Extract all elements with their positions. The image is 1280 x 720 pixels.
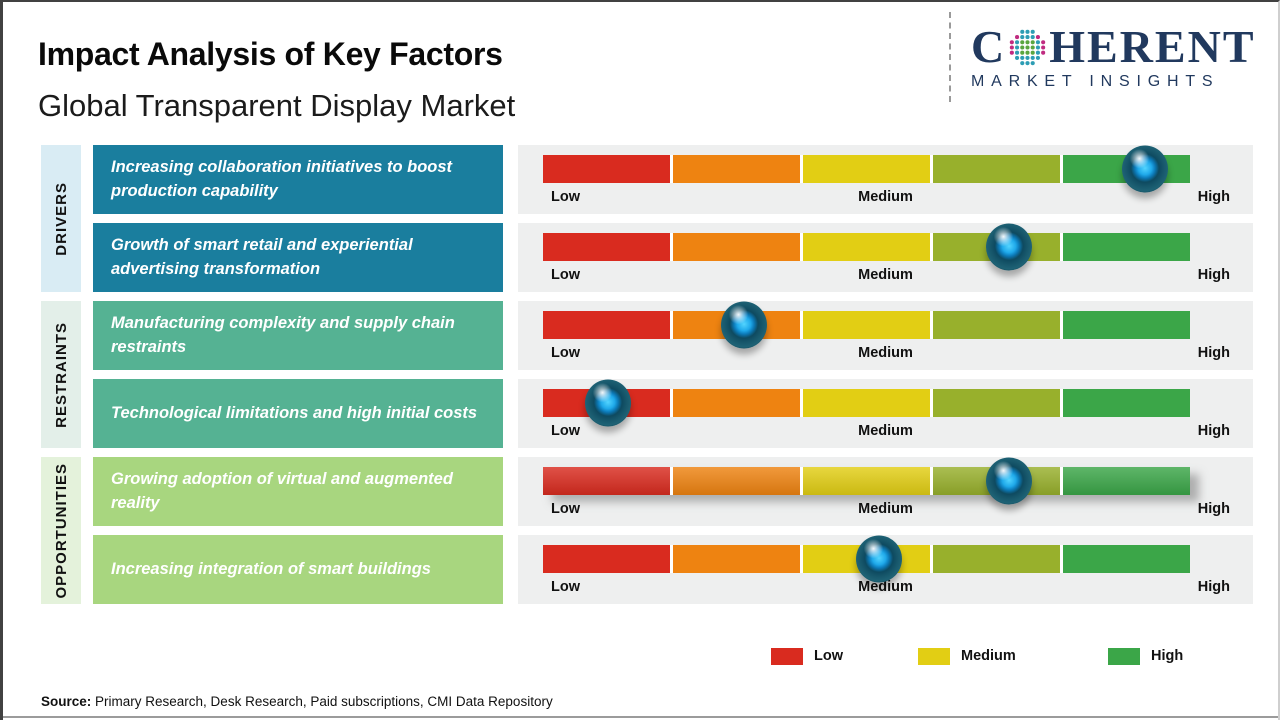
scale-label-low: Low bbox=[551, 345, 580, 361]
bar-segment-olive bbox=[933, 311, 1060, 339]
scale-label-low: Low bbox=[551, 267, 580, 283]
impact-scale-panel: Low Medium High bbox=[518, 457, 1253, 526]
bar-segment-yellow bbox=[803, 389, 930, 417]
page-title: Impact Analysis of Key Factors bbox=[38, 36, 503, 72]
page-subtitle: Global Transparent Display Market bbox=[38, 88, 516, 123]
logo-wordmark: C HERENT bbox=[971, 24, 1263, 70]
impact-bar bbox=[543, 379, 1190, 427]
impact-marker bbox=[720, 301, 767, 349]
scale-label-medium: Medium bbox=[858, 345, 913, 361]
scale-label-high: High bbox=[1197, 345, 1230, 361]
impact-bar bbox=[543, 145, 1190, 193]
scale-label-high: High bbox=[1197, 423, 1230, 439]
bar-segment-orange bbox=[673, 389, 800, 417]
impact-marker bbox=[856, 535, 903, 583]
scale-label-high: High bbox=[1197, 579, 1230, 595]
bar-segment-red bbox=[543, 233, 670, 261]
factor-box-driver-2: Growth of smart retail and experiential … bbox=[93, 223, 503, 292]
factor-box-opportunity-2: Increasing integration of smart building… bbox=[93, 535, 503, 604]
bar-segment-orange bbox=[673, 233, 800, 261]
impact-scale-panel: Low Medium High bbox=[518, 145, 1253, 214]
bar-segment-orange bbox=[673, 467, 800, 495]
group-label-restraints: RESTRAINTS bbox=[41, 301, 81, 448]
scale-label-medium: Medium bbox=[858, 423, 913, 439]
bar-segment-orange bbox=[673, 545, 800, 573]
group-label-drivers: DRIVERS bbox=[41, 145, 81, 292]
scale-label-low: Low bbox=[551, 501, 580, 517]
impact-bar bbox=[543, 457, 1190, 505]
bar-segment-red bbox=[543, 311, 670, 339]
bar-segment-yellow bbox=[803, 233, 930, 261]
logo-letters-herent: HERENT bbox=[1049, 21, 1256, 72]
brand-logo: C HERENT bbox=[971, 24, 1263, 91]
factor-text: Technological limitations and high initi… bbox=[111, 403, 478, 422]
scale-label-medium: Medium bbox=[858, 189, 913, 205]
scale-label-high: High bbox=[1197, 189, 1230, 205]
bar-segment-red bbox=[543, 545, 670, 573]
impact-scale-panel: Low Medium High bbox=[518, 223, 1253, 292]
impact-marker bbox=[985, 223, 1032, 271]
impact-scale-panel: Low Medium High bbox=[518, 535, 1253, 604]
legend-label-medium: Medium bbox=[961, 648, 1016, 664]
bar-segment-yellow bbox=[803, 155, 930, 183]
legend-label-low: Low bbox=[814, 648, 843, 664]
bar-segment-green bbox=[1063, 467, 1190, 495]
impact-marker bbox=[1121, 145, 1168, 193]
bar-segment-yellow bbox=[803, 467, 930, 495]
factor-text: Growing adoption of virtual and augmente… bbox=[111, 469, 453, 512]
legend-swatch-high bbox=[1108, 647, 1140, 665]
globe-icon bbox=[1007, 27, 1048, 68]
impact-bar bbox=[543, 535, 1190, 583]
legend-swatch-medium bbox=[918, 647, 950, 665]
bar-segment-olive bbox=[933, 545, 1060, 573]
logo-separator bbox=[949, 12, 951, 102]
impact-scale-panel: Low Medium High bbox=[518, 301, 1253, 370]
source-label: Source: bbox=[41, 694, 92, 709]
scale-label-medium: Medium bbox=[858, 267, 913, 283]
scale-label-medium: Medium bbox=[858, 579, 913, 595]
factor-text: Increasing collaboration initiatives to … bbox=[111, 157, 453, 200]
bar-segment-green bbox=[1063, 311, 1190, 339]
legend-swatch-low bbox=[771, 647, 803, 665]
logo-tagline: MARKET INSIGHTS bbox=[971, 73, 1220, 90]
scale-label-low: Low bbox=[551, 189, 580, 205]
factor-box-driver-1: Increasing collaboration initiatives to … bbox=[93, 145, 503, 214]
source-note: Source: Primary Research, Desk Research,… bbox=[41, 694, 553, 709]
legend-item-medium: Medium bbox=[918, 646, 1016, 666]
impact-bar bbox=[543, 301, 1190, 349]
factor-text: Manufacturing complexity and supply chai… bbox=[111, 313, 455, 356]
factor-text: Increasing integration of smart building… bbox=[111, 559, 431, 578]
bar-segment-green bbox=[1063, 233, 1190, 261]
scale-label-low: Low bbox=[551, 423, 580, 439]
group-label-opportunities: OPPORTUNITIES bbox=[41, 457, 81, 604]
bar-segment-yellow bbox=[803, 311, 930, 339]
legend-label-high: High bbox=[1151, 648, 1184, 664]
legend-item-high: High bbox=[1108, 646, 1183, 666]
scale-label-medium: Medium bbox=[858, 501, 913, 517]
source-text: Primary Research, Desk Research, Paid su… bbox=[95, 694, 553, 709]
bottom-divider bbox=[3, 716, 1278, 718]
bar-segment-olive bbox=[933, 155, 1060, 183]
bar-segment-olive bbox=[933, 389, 1060, 417]
impact-bar bbox=[543, 223, 1190, 271]
factor-box-restraint-2: Technological limitations and high initi… bbox=[93, 379, 503, 448]
impact-scale-panel: Low Medium High bbox=[518, 379, 1253, 448]
scale-label-high: High bbox=[1197, 267, 1230, 283]
impact-marker bbox=[584, 379, 631, 427]
logo-letter-c: C bbox=[971, 21, 1007, 72]
factor-box-opportunity-1: Growing adoption of virtual and augmente… bbox=[93, 457, 503, 526]
bar-segment-red bbox=[543, 467, 670, 495]
factor-box-restraint-1: Manufacturing complexity and supply chai… bbox=[93, 301, 503, 370]
bar-segment-green bbox=[1063, 389, 1190, 417]
legend-item-low: Low bbox=[771, 646, 843, 666]
bar-segment-green bbox=[1063, 545, 1190, 573]
bar-segment-red bbox=[543, 155, 670, 183]
scale-label-high: High bbox=[1197, 501, 1230, 517]
factor-text: Growth of smart retail and experiential … bbox=[111, 235, 413, 278]
scale-label-low: Low bbox=[551, 579, 580, 595]
impact-marker bbox=[985, 457, 1032, 505]
bar-segment-orange bbox=[673, 155, 800, 183]
